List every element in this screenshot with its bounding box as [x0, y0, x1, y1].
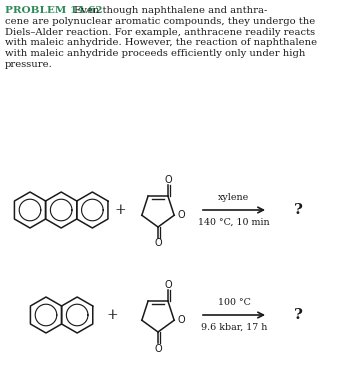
Text: 9.6 kbar, 17 h: 9.6 kbar, 17 h [201, 323, 267, 332]
Text: xylene: xylene [218, 193, 250, 202]
Text: Even though naphthalene and anthra-: Even though naphthalene and anthra- [74, 6, 267, 15]
Text: ?: ? [294, 203, 302, 217]
Text: O: O [164, 175, 172, 185]
Text: PROBLEM 14.62: PROBLEM 14.62 [5, 6, 103, 15]
Text: 100 °C: 100 °C [218, 298, 251, 307]
Text: O: O [154, 239, 162, 249]
Text: O: O [177, 315, 185, 325]
Text: O: O [177, 210, 185, 220]
Text: with maleic anhydride. However, the reaction of naphthalene: with maleic anhydride. However, the reac… [5, 38, 317, 47]
Text: cene are polynuclear aromatic compounds, they undergo the: cene are polynuclear aromatic compounds,… [5, 17, 315, 26]
Text: Diels–Alder reaction. For example, anthracene readily reacts: Diels–Alder reaction. For example, anthr… [5, 28, 315, 37]
Text: with maleic anhydride proceeds efficiently only under high: with maleic anhydride proceeds efficient… [5, 49, 305, 58]
Text: +: + [106, 308, 118, 322]
Text: 140 °C, 10 min: 140 °C, 10 min [198, 218, 270, 227]
Text: O: O [164, 280, 172, 290]
Text: O: O [154, 343, 162, 353]
Text: +: + [114, 203, 126, 217]
Text: ?: ? [294, 308, 302, 322]
Text: pressure.: pressure. [5, 60, 53, 69]
